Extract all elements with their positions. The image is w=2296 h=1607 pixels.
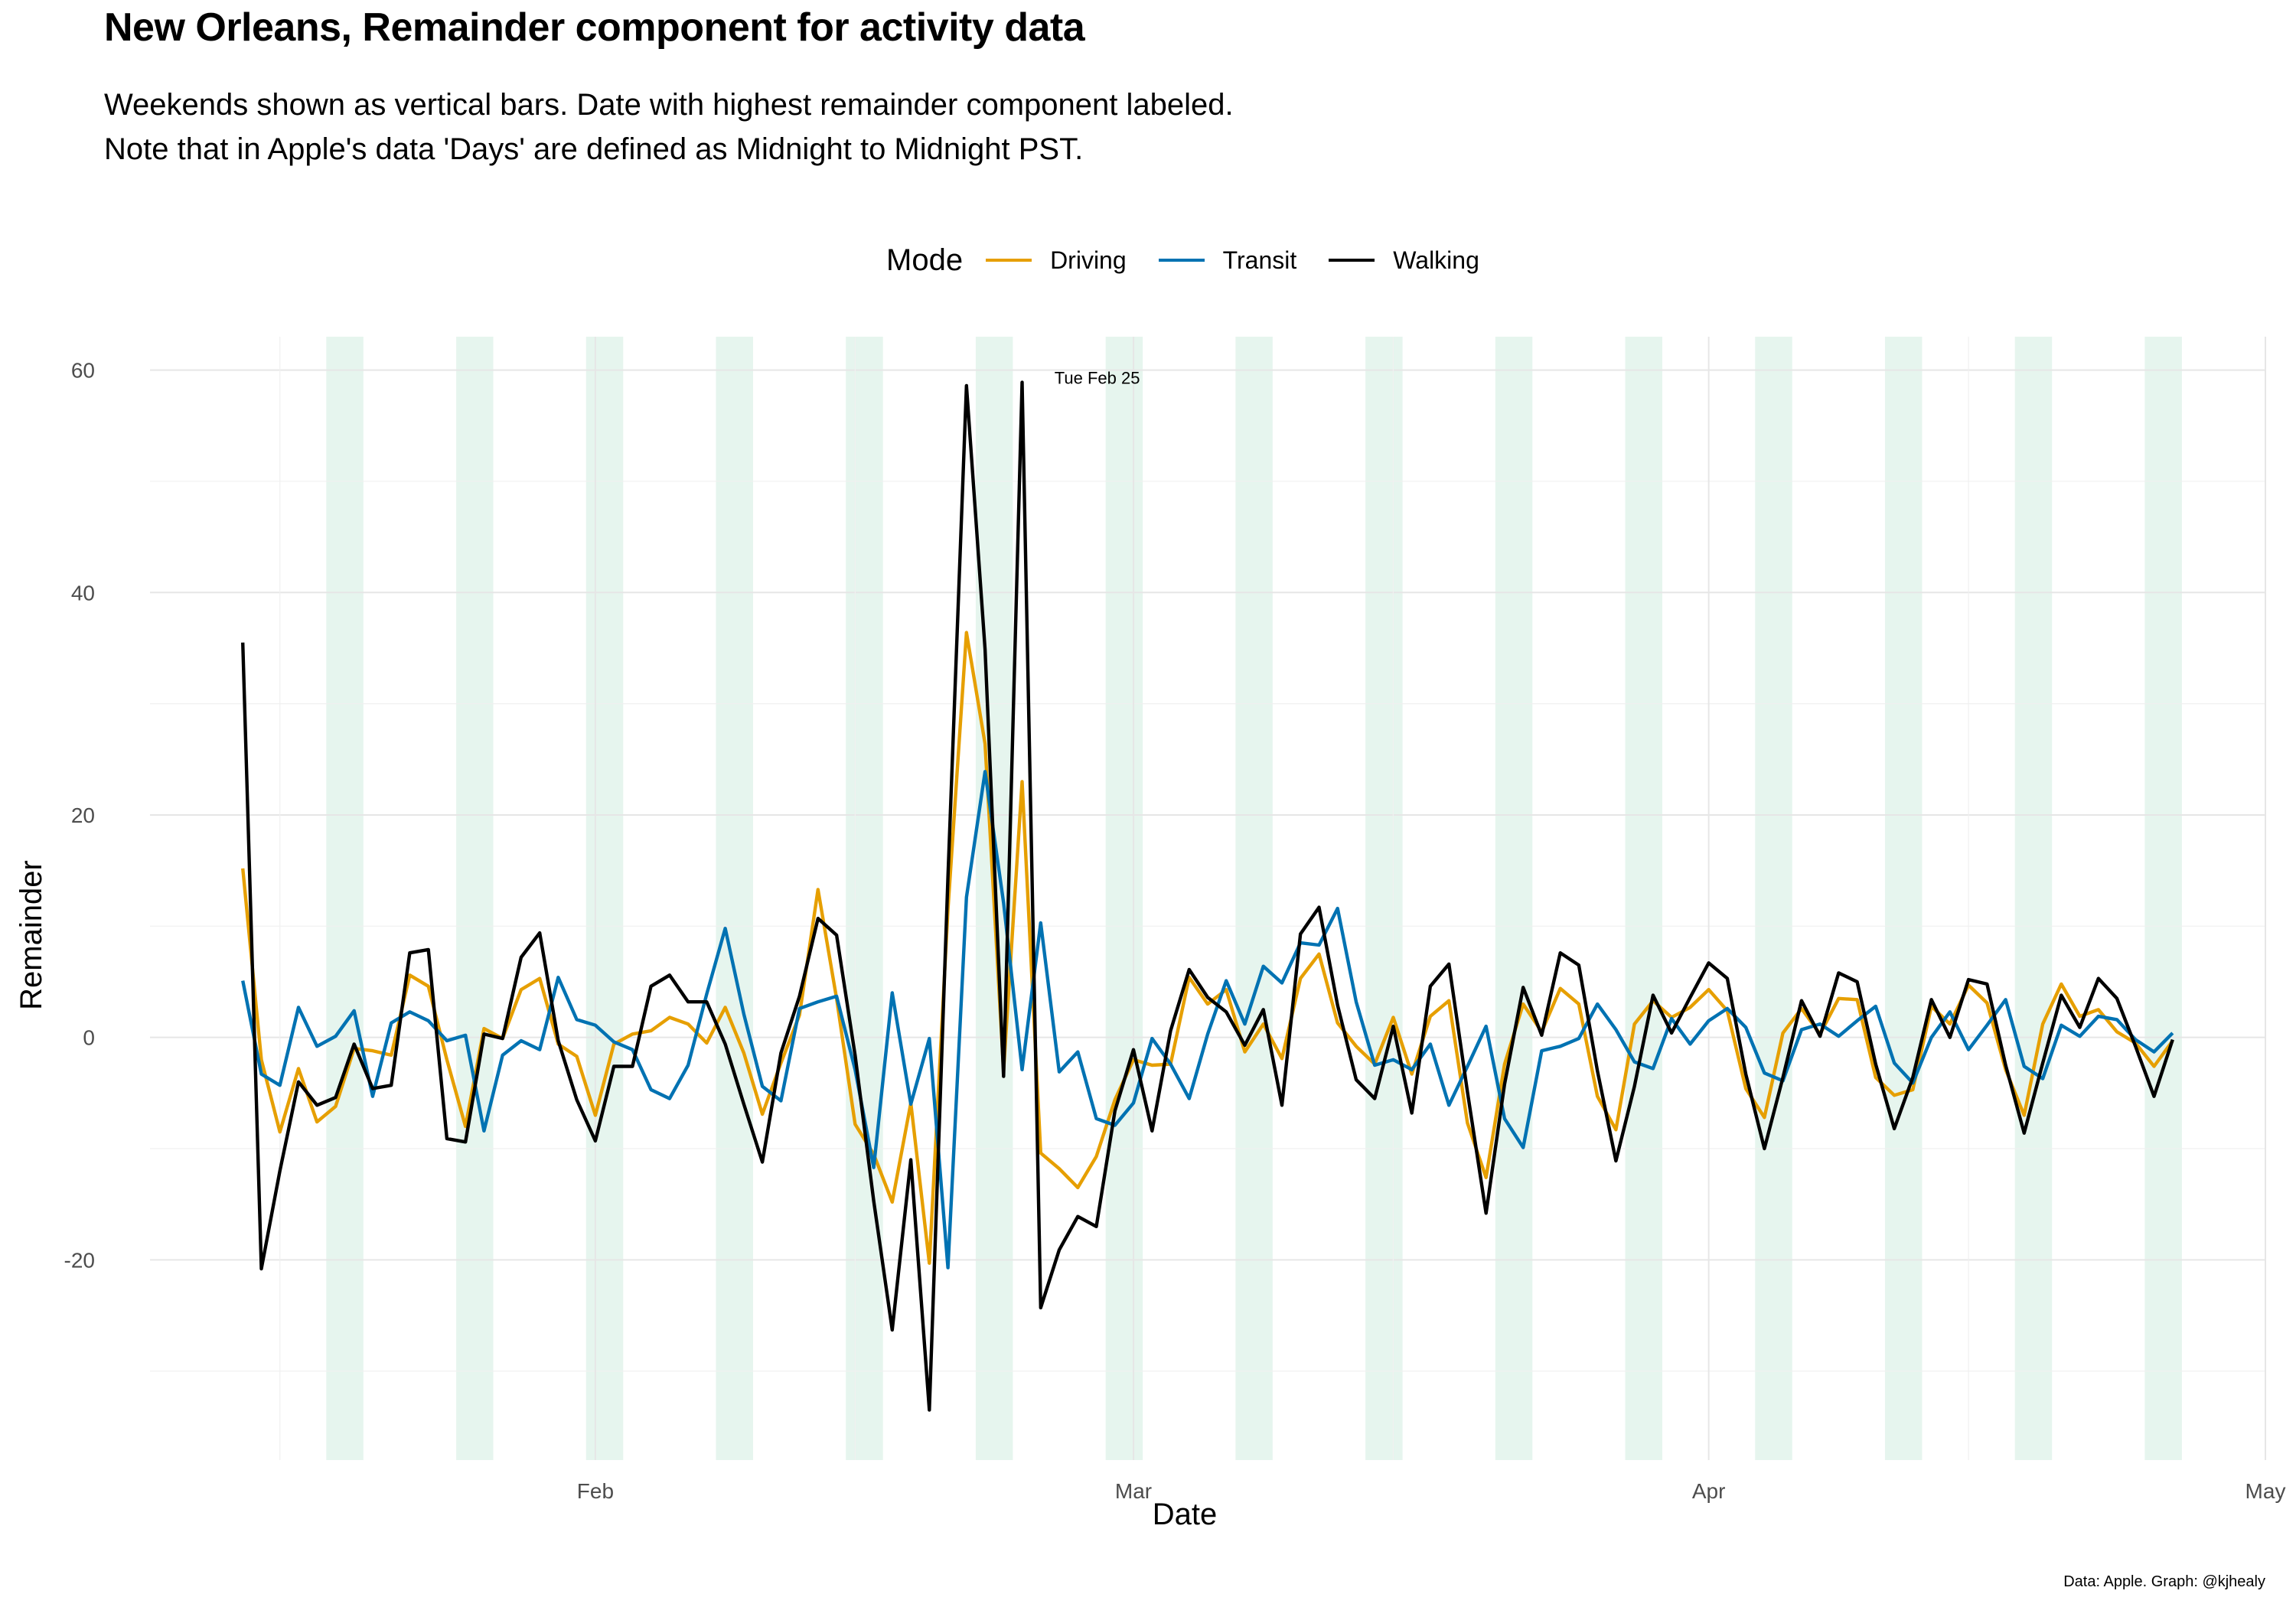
subtitle-line-1: Weekends shown as vertical bars. Date wi… (104, 88, 1234, 122)
weekend-bar (1235, 337, 1273, 1460)
legend-key-driving (986, 259, 1032, 262)
series-line-transit (241, 770, 2174, 1270)
y-tick-label: 20 (71, 804, 95, 827)
x-axis-title: Date (1153, 1498, 1218, 1531)
subtitle-line-2: Note that in Apple's data 'Days' are def… (104, 132, 1084, 166)
weekend-bar (2014, 337, 2053, 1460)
series-line-driving (241, 631, 2174, 1265)
weekend-bar (326, 337, 364, 1460)
x-tick-label: Feb (577, 1479, 614, 1503)
legend-label-walking: Walking (1393, 246, 1479, 274)
weekend-shading (326, 337, 2182, 1460)
legend: Mode Driving Transit Walking (886, 237, 1512, 283)
weekend-bar (846, 337, 883, 1460)
legend-label-driving: Driving (1050, 246, 1127, 274)
legend-label-transit: Transit (1222, 246, 1297, 274)
legend-item-walking: Walking (1329, 246, 1479, 275)
legend-title: Mode (886, 243, 964, 277)
gridlines (150, 337, 2266, 1460)
weekend-bar (716, 337, 753, 1460)
legend-key-walking (1329, 259, 1375, 262)
y-axis-title: Remainder (15, 860, 48, 1010)
chart-caption: Data: Apple. Graph: @kjhealy (2063, 1573, 2265, 1590)
weekend-bar (1105, 337, 1143, 1460)
x-tick-label: May (2245, 1479, 2286, 1503)
y-tick-label: 0 (83, 1026, 95, 1050)
weekend-bar (1755, 337, 1792, 1460)
chart-subtitle: Weekends shown as vertical bars. Date wi… (104, 83, 1234, 171)
chart-title: New Orleans, Remainder component for act… (104, 5, 1085, 50)
series-lines (241, 380, 2174, 1412)
series-line-walking (241, 380, 2174, 1412)
weekend-bar (1884, 337, 1923, 1460)
weekend-bar (1365, 337, 1403, 1460)
x-tick-label: Mar (1115, 1479, 1152, 1503)
weekend-bar (1625, 337, 1663, 1460)
weekend-bar (1495, 337, 1533, 1460)
weekend-bar (585, 337, 624, 1460)
weekend-bar (2144, 337, 2182, 1460)
y-tick-label: 60 (71, 359, 95, 383)
y-tick-label: 40 (71, 581, 95, 605)
x-axis-tick-labels: Feb Mar Apr May (577, 1479, 2286, 1503)
x-tick-label: Apr (1692, 1479, 1726, 1503)
legend-item-driving: Driving (986, 246, 1127, 275)
legend-item-transit: Transit (1158, 246, 1297, 275)
weekend-bar (456, 337, 494, 1460)
y-tick-label: -20 (64, 1248, 95, 1272)
legend-key-transit (1158, 259, 1205, 262)
y-axis-tick-labels: -20 0 20 40 60 (64, 359, 95, 1273)
peak-annotation: Tue Feb 25 (1055, 369, 1140, 388)
